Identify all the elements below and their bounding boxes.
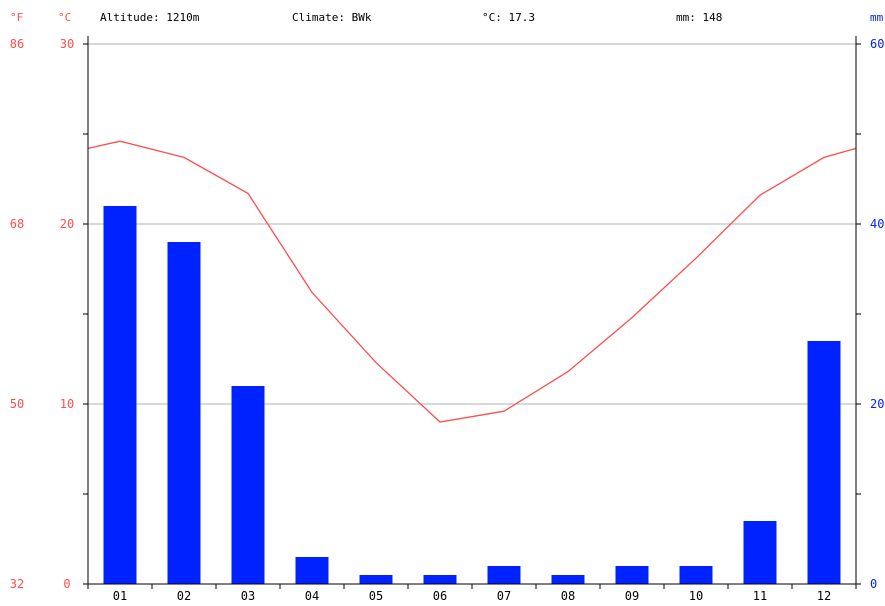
month-tick-label: 10 bbox=[689, 589, 703, 603]
precipitation-bar bbox=[295, 557, 329, 584]
month-tick-label: 05 bbox=[369, 589, 383, 603]
fahrenheit-tick-label: 32 bbox=[10, 577, 24, 591]
month-tick-label: 03 bbox=[241, 589, 255, 603]
precipitation-bar bbox=[615, 566, 649, 584]
fahrenheit-tick-label: 50 bbox=[10, 397, 24, 411]
celsius-tick-label: 20 bbox=[60, 217, 74, 231]
tick-labels: 0 32 10 50 20 68 30 86 0 20 40 60 01 02 03 04 05 06 07 08 09… bbox=[10, 37, 885, 603]
precipitation-bar bbox=[807, 341, 841, 584]
climate-label: Climate: BWk bbox=[292, 11, 372, 24]
precip-tick-label: 60 bbox=[870, 37, 884, 51]
precipitation-bar bbox=[359, 575, 393, 584]
precipitation-bar bbox=[487, 566, 521, 584]
fahrenheit-tick-label: 86 bbox=[10, 37, 24, 51]
precipitation-bar bbox=[423, 575, 457, 584]
mean-temp-label: °C: 17.3 bbox=[482, 11, 535, 24]
precipitation-bar bbox=[679, 566, 713, 584]
month-tick-label: 09 bbox=[625, 589, 639, 603]
month-tick-label: 06 bbox=[433, 589, 447, 603]
month-tick-label: 02 bbox=[177, 589, 191, 603]
precipitation-bar bbox=[551, 575, 585, 584]
fahrenheit-unit-label: °F bbox=[10, 11, 23, 24]
celsius-tick-label: 10 bbox=[60, 397, 74, 411]
precip-tick-label: 0 bbox=[870, 577, 877, 591]
month-tick-label: 01 bbox=[113, 589, 127, 603]
month-tick-label: 11 bbox=[753, 589, 767, 603]
gridlines bbox=[88, 43, 856, 405]
precipitation-bar bbox=[743, 521, 777, 584]
precip-unit-label: mm bbox=[870, 11, 884, 24]
precipitation-bar bbox=[167, 242, 201, 584]
precip-tick-label: 40 bbox=[870, 217, 884, 231]
month-tick-label: 07 bbox=[497, 589, 511, 603]
precip-tick-label: 20 bbox=[870, 397, 884, 411]
axes bbox=[83, 36, 861, 589]
altitude-label: Altitude: 1210m bbox=[100, 11, 200, 24]
celsius-unit-label: °C bbox=[58, 11, 71, 24]
month-tick-label: 08 bbox=[561, 589, 575, 603]
fahrenheit-tick-label: 68 bbox=[10, 217, 24, 231]
total-precip-label: mm: 148 bbox=[676, 11, 722, 24]
month-tick-label: 04 bbox=[305, 589, 319, 603]
precipitation-bars bbox=[103, 206, 841, 584]
temperature-line bbox=[87, 140, 857, 423]
precipitation-bar bbox=[231, 386, 265, 584]
celsius-tick-label: 0 bbox=[63, 577, 70, 591]
precipitation-bar bbox=[103, 206, 137, 584]
month-tick-label: 12 bbox=[817, 589, 831, 603]
celsius-tick-label: 30 bbox=[60, 37, 74, 51]
